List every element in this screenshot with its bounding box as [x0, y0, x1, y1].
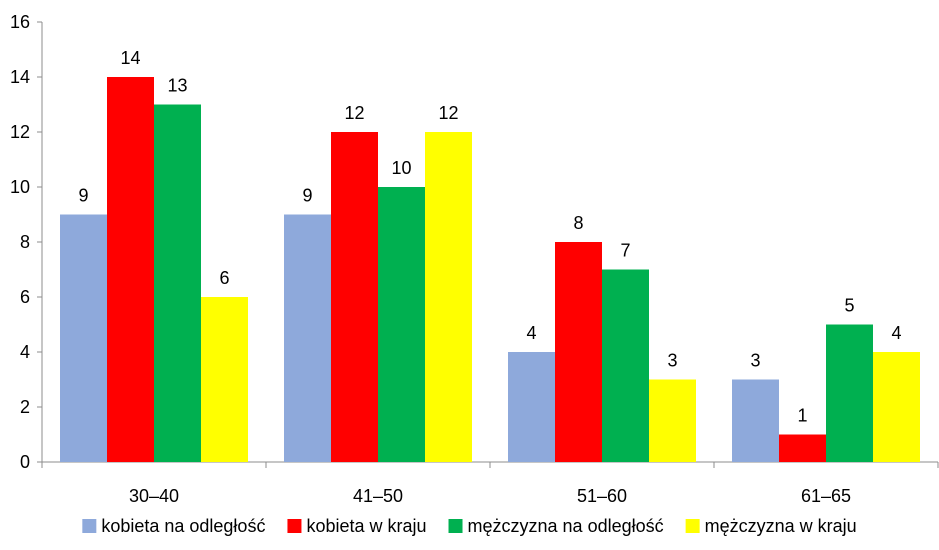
bar [60, 214, 107, 462]
legend-label: mężczyzna na odległość [468, 516, 664, 536]
bar [331, 132, 378, 462]
data-label: 13 [167, 76, 187, 96]
legend-item: mężczyzna w kraju [685, 516, 857, 536]
data-labels: 9 14 13 6 9 12 10 12 4 8 7 3 3 1 5 4 [78, 48, 901, 426]
legend-label: kobieta w kraju [306, 516, 426, 536]
bars [60, 77, 920, 462]
x-tick-label: 41–50 [353, 486, 403, 506]
bar [284, 214, 331, 462]
data-label: 8 [573, 213, 583, 233]
data-label: 5 [844, 296, 854, 316]
data-label: 14 [120, 48, 140, 68]
legend-item: kobieta na odległość [82, 516, 265, 536]
data-label: 12 [438, 103, 458, 123]
legend-label: kobieta na odległość [101, 516, 265, 536]
data-label: 3 [750, 351, 760, 371]
bar [732, 379, 779, 462]
x-tick-label: 30–40 [129, 486, 179, 506]
x-tick-label: 51–60 [577, 486, 627, 506]
y-tick-label: 0 [20, 452, 30, 472]
y-tick-label: 16 [10, 12, 30, 32]
x-tick-label: 61–65 [801, 486, 851, 506]
data-label: 1 [797, 406, 807, 426]
y-tick-label: 10 [10, 177, 30, 197]
legend-label: mężczyzna w kraju [705, 516, 857, 536]
bar [873, 352, 920, 462]
data-label: 12 [344, 103, 364, 123]
legend-swatch [448, 519, 463, 533]
bar [602, 269, 649, 462]
bar [425, 132, 472, 462]
data-label: 9 [302, 186, 312, 206]
bar [826, 324, 873, 462]
data-label: 4 [526, 323, 536, 343]
legend-swatch [82, 519, 97, 533]
legend-swatch [287, 519, 302, 533]
legend-swatch [685, 519, 700, 533]
bar [201, 297, 248, 462]
bar [649, 379, 696, 462]
legend-item: kobieta w kraju [287, 516, 427, 536]
y-axis: 0 2 4 6 8 10 12 14 16 [10, 12, 43, 472]
y-tick-label: 8 [20, 232, 30, 252]
bar [154, 104, 201, 462]
bar [555, 242, 602, 462]
y-tick-label: 6 [20, 287, 30, 307]
legend: kobieta na odległość kobieta w kraju mężcz… [82, 516, 857, 536]
x-axis: 30–40 41–50 51–60 61–65 [41, 461, 939, 506]
y-tick-label: 14 [10, 67, 30, 87]
y-tick-label: 2 [20, 397, 30, 417]
data-label: 3 [667, 351, 677, 371]
data-label: 4 [891, 323, 901, 343]
bar [107, 77, 154, 462]
data-label: 7 [620, 241, 630, 261]
data-label: 10 [391, 158, 411, 178]
y-tick-label: 4 [20, 342, 30, 362]
legend-item: mężczyzna na odległość [448, 516, 664, 536]
data-label: 6 [219, 268, 229, 288]
data-label: 9 [78, 186, 88, 206]
y-tick-label: 12 [10, 122, 30, 142]
bar [508, 352, 555, 462]
bar [779, 434, 826, 462]
bar [378, 187, 425, 462]
